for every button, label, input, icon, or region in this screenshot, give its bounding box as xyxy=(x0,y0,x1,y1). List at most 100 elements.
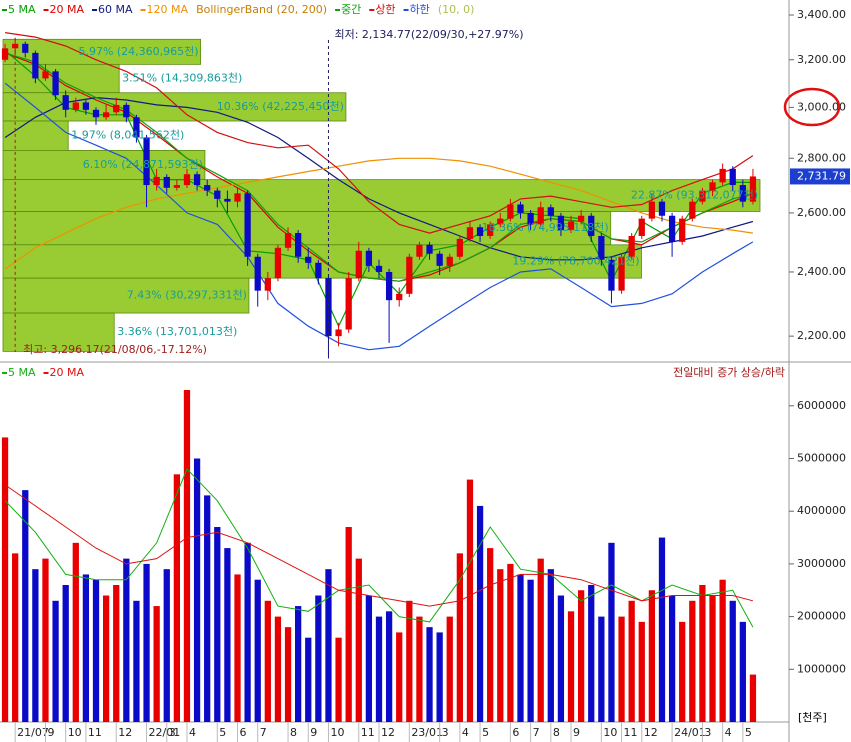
candle-body xyxy=(143,137,150,186)
volume-bar xyxy=(335,637,342,722)
x-tick-label: 21/07 xyxy=(17,726,49,739)
candle-body xyxy=(416,244,423,257)
price-ma-line xyxy=(4,52,754,282)
price-ma-line xyxy=(5,32,754,234)
candle-body xyxy=(102,112,110,118)
x-tick-label: 7 xyxy=(533,726,540,739)
volume-profile-label: 19.29% (78,700,421천) xyxy=(512,253,639,267)
volume-bar xyxy=(82,574,90,722)
y-tick-label: 2,200.00 xyxy=(797,329,846,342)
x-tick-label: 4 xyxy=(189,726,196,739)
x-tick-label: 9 xyxy=(47,726,54,739)
x-tick-label: 12 xyxy=(381,726,395,739)
candle-body xyxy=(527,212,534,225)
y-tick-label: 2,800.00 xyxy=(797,151,846,164)
candle-body xyxy=(679,218,686,242)
candle-body xyxy=(658,201,666,216)
candle-body xyxy=(638,218,645,236)
candle-body xyxy=(22,43,29,53)
volume-bar xyxy=(1,437,9,722)
x-tick-label: 3 xyxy=(442,726,449,739)
price-ma-line xyxy=(4,96,754,261)
high-annotation: 최고: 3,296.17(21/08/06,-17.12%) xyxy=(23,343,207,356)
volume-profile-bar xyxy=(2,244,642,279)
x-tick-label: 6 xyxy=(512,726,519,739)
volume-bar xyxy=(426,627,433,722)
volume-bar xyxy=(638,621,645,722)
volume-bar xyxy=(749,674,757,722)
volume-profile-label: 7.43% (30,297,331천) xyxy=(127,288,247,302)
volume-profile-label: 1.97% (8,041,562천) xyxy=(71,128,184,142)
x-tick-label: 4 xyxy=(725,726,732,739)
candle-body xyxy=(618,256,625,291)
candle-body xyxy=(305,256,312,263)
volume-profile-label: 3.36% (13,701,013천) xyxy=(117,324,237,338)
volume-bar xyxy=(588,584,595,722)
candle-body xyxy=(274,247,282,279)
candle-body xyxy=(82,102,90,110)
candle-body xyxy=(224,198,231,202)
candle-body xyxy=(325,278,332,337)
legend-label: (10, 0) xyxy=(438,3,475,16)
candle-body xyxy=(749,176,757,202)
volume-bar xyxy=(578,590,585,722)
y-tick-label: 2000000 xyxy=(797,610,846,623)
volume-profile-label: 18.36% (74,995,118천) xyxy=(482,220,609,234)
candle-body xyxy=(446,256,453,266)
x-tick-label: 11 xyxy=(88,726,102,739)
y-tick-label: 3000000 xyxy=(797,557,846,570)
volume-ma-line xyxy=(4,468,754,628)
candles xyxy=(1,37,757,359)
candle-body xyxy=(547,207,554,216)
volume-bar xyxy=(689,600,696,722)
candle-body xyxy=(315,262,322,279)
candle-body xyxy=(204,185,211,191)
volume-bar xyxy=(264,600,271,722)
volume-profile-bar xyxy=(2,277,250,314)
y-tick-label: 5000000 xyxy=(797,452,846,465)
y-tick-label: 6000000 xyxy=(797,399,846,412)
candle-body xyxy=(163,176,170,188)
x-tick-label: 23/01 xyxy=(411,726,443,739)
volume-bar xyxy=(699,584,706,722)
volume-bar xyxy=(507,563,514,722)
candle-body xyxy=(295,233,302,257)
y-tick-label: 1000000 xyxy=(797,662,846,675)
candle-body xyxy=(426,244,433,254)
candle-body xyxy=(517,204,524,213)
legend-label: 하한 xyxy=(410,2,430,16)
x-tick-label: 10 xyxy=(603,726,617,739)
candle-body xyxy=(335,329,342,337)
volume-bar xyxy=(244,542,251,722)
candle-body xyxy=(689,201,696,219)
x-tick-label: 3 xyxy=(704,726,711,739)
volume-bar xyxy=(608,542,615,722)
candle-body xyxy=(739,185,746,202)
volume-bar xyxy=(365,595,373,722)
legend-label: 120 MA xyxy=(147,3,189,16)
x-tick-label: 3 xyxy=(169,726,176,739)
volume-bar xyxy=(527,579,534,722)
candle-body xyxy=(648,201,656,219)
volume-bar xyxy=(12,553,19,722)
volume-bar xyxy=(466,479,474,722)
volume-bar xyxy=(315,595,322,722)
volume-bar xyxy=(709,595,716,722)
price-ma-line xyxy=(4,50,753,328)
volume-bar xyxy=(487,548,494,722)
candle-body xyxy=(42,71,49,79)
volume-bar xyxy=(42,558,49,722)
x-tick-label: 5 xyxy=(219,726,226,739)
current-price-label: 2,731.79 xyxy=(797,169,846,182)
x-tick-label: 7 xyxy=(260,726,267,739)
x-tick-label: 10 xyxy=(68,726,82,739)
candle-body xyxy=(72,102,79,110)
volume-profile-label: 6.10% (24,871,593천) xyxy=(83,157,203,171)
volume-note: 전일대비 증가 상승/하락 xyxy=(673,365,785,379)
volume-bar xyxy=(113,584,120,722)
candle-body xyxy=(497,218,504,225)
candle-body xyxy=(1,48,9,60)
x-tick-label: 5 xyxy=(745,726,752,739)
volume-bar xyxy=(52,600,59,722)
